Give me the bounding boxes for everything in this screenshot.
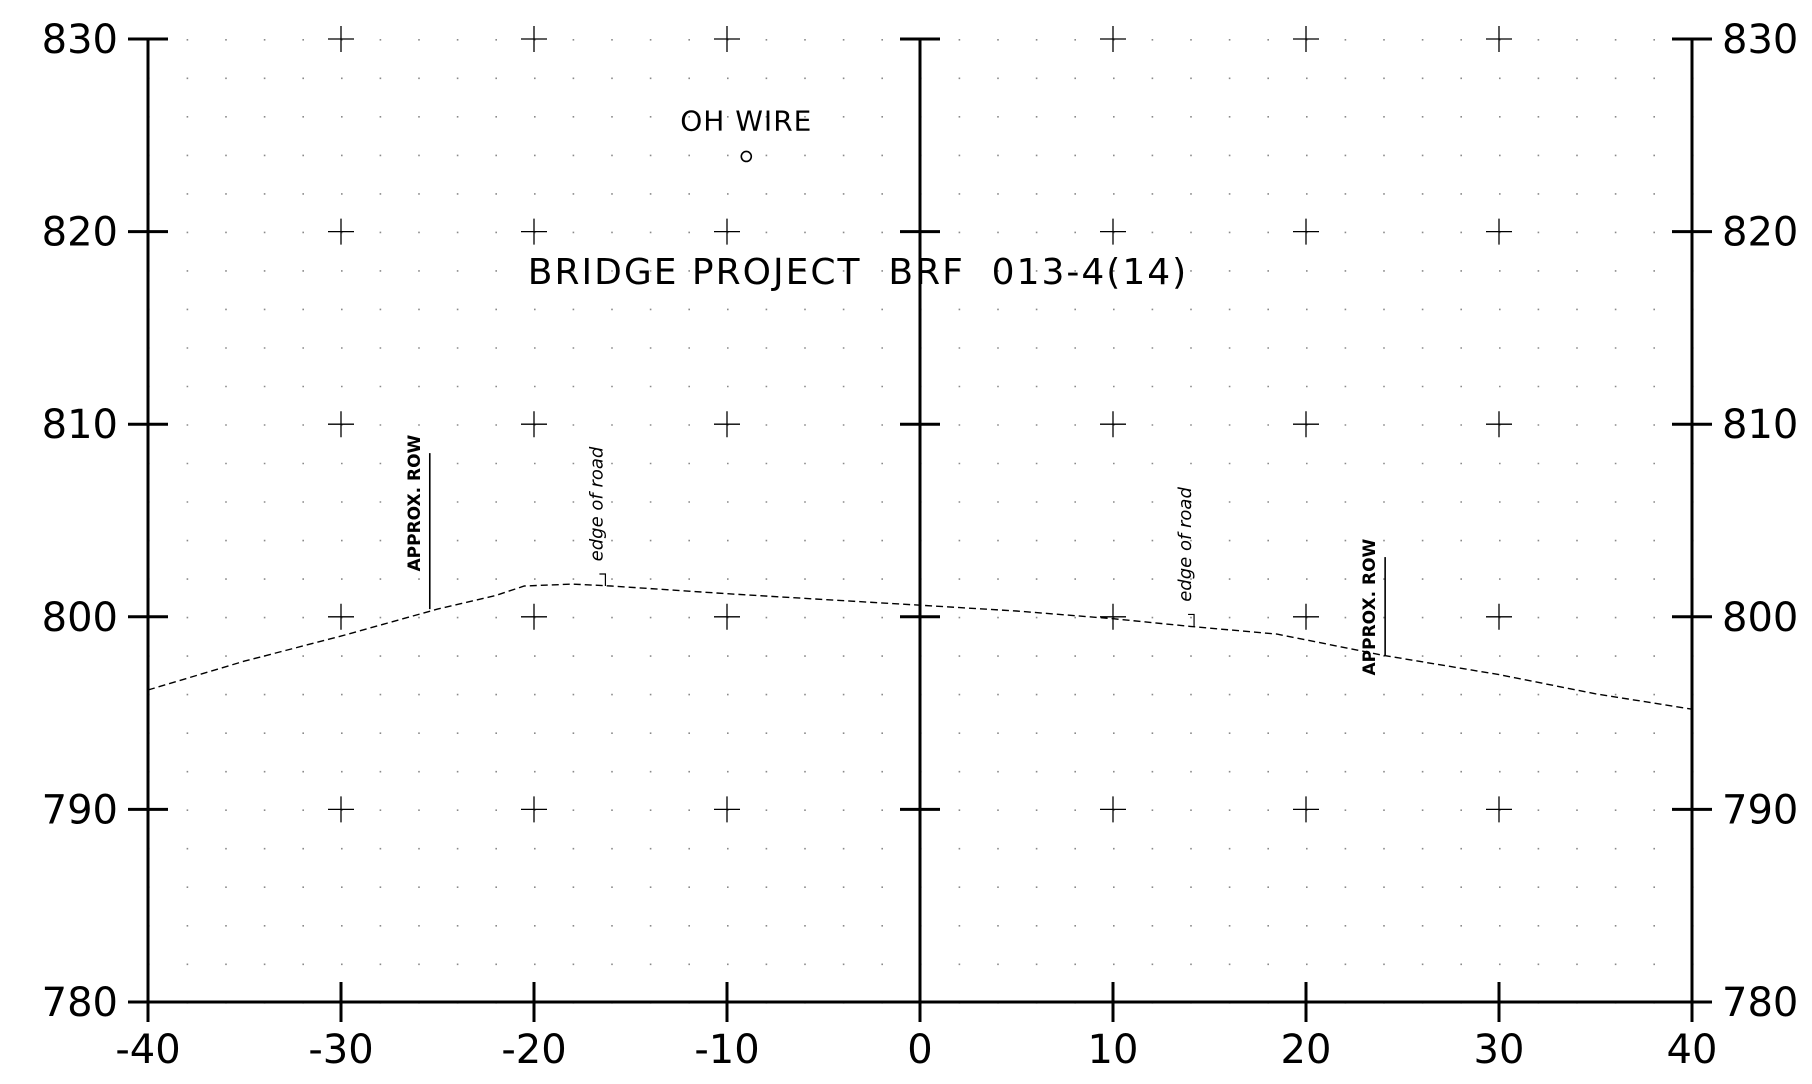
approx-row-label: APPROX. ROW: [405, 434, 425, 571]
grid-cross-mark: [1486, 796, 1512, 823]
grid-cross-mark: [328, 411, 354, 438]
grid-cross-mark: [1100, 411, 1126, 438]
x-tick-label: 30: [1474, 1027, 1525, 1073]
y-tick-label-right: 820: [1722, 210, 1798, 256]
grid-cross-mark: [1100, 26, 1126, 52]
y-tick-label-right: 790: [1722, 787, 1798, 833]
grid-cross-mark: [1293, 218, 1319, 245]
grid-cross-mark: [1100, 603, 1126, 630]
y-tick-label-right: 830: [1722, 17, 1798, 63]
chart-title: BRIDGE PROJECT BRF 013-4(14): [528, 252, 1188, 293]
grid-cross-mark: [1100, 218, 1126, 245]
grid-cross-mark: [714, 411, 740, 438]
grid-cross-mark: [714, 218, 740, 245]
grid-cross-mark: [714, 26, 740, 52]
y-tick-label-left: 790: [42, 787, 118, 833]
y-tick-label-left: 820: [42, 210, 118, 256]
ground-profile-line: [147, 583, 1693, 710]
edge-of-road-label: edge of road: [586, 446, 607, 561]
grid-cross-mark: [714, 603, 740, 630]
grid-cross-mark: [1486, 26, 1512, 52]
oh-wire-label: OH WIRE: [680, 104, 812, 137]
grid-cross-mark: [521, 796, 547, 823]
y-tick-label-left: 780: [42, 980, 118, 1026]
x-tick-label: -30: [308, 1027, 373, 1073]
grid-cross-mark: [1293, 26, 1319, 52]
edge-leader-line: [1188, 613, 1195, 627]
annotations: OH WIRE APPROX. ROW edge of road edge of ro…: [405, 104, 1386, 675]
x-tick-label: 40: [1667, 1027, 1718, 1073]
x-tick-label: 0: [907, 1027, 932, 1073]
grid-cross-mark: [521, 26, 547, 52]
y-tick-label-left: 810: [42, 402, 118, 448]
ground-profile-series: [147, 583, 1693, 710]
x-tick-label: -40: [115, 1027, 180, 1073]
x-tick-label: 10: [1088, 1027, 1139, 1073]
axis-ticks: [128, 37, 1712, 1022]
x-tick-label: -20: [501, 1027, 566, 1073]
oh-wire-marker: [740, 150, 753, 163]
y-tick-label-right: 810: [1722, 402, 1798, 448]
grid-cross-mark: [1486, 218, 1512, 245]
approx-row-label: APPROX. ROW: [1360, 538, 1380, 675]
grid-cross-mark: [521, 411, 547, 438]
grid-cross-mark: [521, 603, 547, 630]
grid-cross-marks: [328, 26, 1512, 823]
edge-of-road-label: edge of road: [1175, 487, 1196, 602]
y-tick-label-right: 800: [1722, 595, 1798, 641]
axis-tick-labels: 780 780 790 790 800 800 810 810 820 820 830 830 -40 -…: [42, 17, 1799, 1073]
grid-cross-mark: [1293, 796, 1319, 823]
grid-cross-mark: [1100, 796, 1126, 823]
x-tick-label: -10: [694, 1027, 759, 1073]
grid-cross-mark: [1486, 411, 1512, 438]
y-tick-label-left: 800: [42, 595, 118, 641]
chart-frame: [146, 39, 1694, 1004]
grid-cross-mark: [328, 603, 354, 630]
grid-cross-mark: [328, 26, 354, 52]
grid-cross-mark: [1293, 411, 1319, 438]
edge-leader-line: [599, 573, 607, 586]
grid-cross-mark: [521, 218, 547, 245]
grid-cross-mark: [328, 796, 354, 823]
y-tick-label-left: 830: [42, 17, 118, 63]
grid-cross-mark: [328, 218, 354, 245]
y-tick-label-right: 780: [1722, 980, 1798, 1026]
grid-cross-mark: [714, 796, 740, 823]
grid-cross-mark: [1486, 603, 1512, 630]
x-tick-label: 20: [1281, 1027, 1332, 1073]
grid-cross-mark: [1293, 603, 1319, 630]
